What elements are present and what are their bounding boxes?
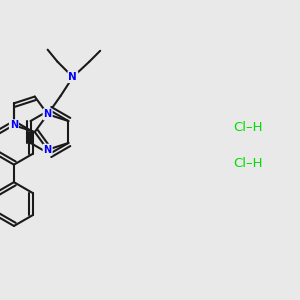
Text: Cl–H: Cl–H xyxy=(233,121,262,134)
Text: Cl–H: Cl–H xyxy=(233,157,262,170)
Text: N: N xyxy=(10,120,18,130)
Text: N: N xyxy=(44,109,52,119)
Text: N: N xyxy=(44,145,52,155)
Text: N: N xyxy=(68,72,77,82)
